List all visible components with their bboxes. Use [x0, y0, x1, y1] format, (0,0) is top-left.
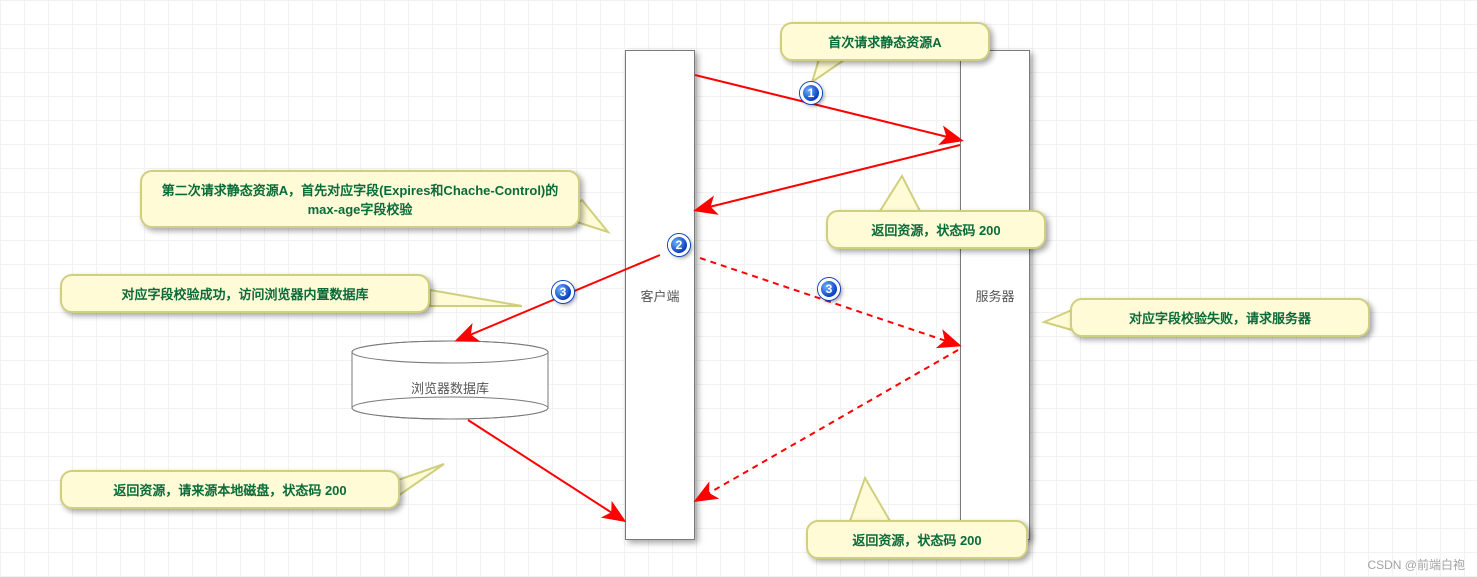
callout-text: 首次请求静态资源A	[828, 35, 941, 50]
callout-text: 第二次请求静态资源A，首先对应字段(Expires和Chache-Control…	[162, 183, 559, 217]
marker-2: 2	[668, 234, 690, 256]
callout-text: 对应字段校验成功，访问浏览器内置数据库	[121, 287, 368, 302]
callout-first-request: 首次请求静态资源A	[780, 22, 990, 61]
watermark: CSDN @前端白袍	[1367, 556, 1465, 573]
node-server-label: 服务器	[975, 286, 1014, 305]
node-client-label: 客户端	[640, 286, 679, 305]
node-server: 服务器	[960, 50, 1030, 540]
callout-validate-fail: 对应字段校验失败，请求服务器	[1070, 298, 1370, 337]
marker-label: 2	[676, 238, 683, 252]
node-db: 浏览器数据库	[350, 340, 550, 420]
marker-3b: 3	[818, 278, 840, 300]
callout-text: 返回资源，状态码 200	[852, 533, 981, 548]
callout-return-200-a: 返回资源，状态码 200	[826, 210, 1046, 249]
node-db-label: 浏览器数据库	[350, 378, 550, 397]
marker-1: 1	[800, 82, 822, 104]
marker-label: 3	[826, 282, 833, 296]
callout-return-200-b: 返回资源，状态码 200	[806, 520, 1028, 559]
marker-3a: 3	[552, 281, 574, 303]
callout-text: 对应字段校验失败，请求服务器	[1129, 311, 1311, 326]
node-client: 客户端	[625, 50, 695, 540]
callout-validate-success: 对应字段校验成功，访问浏览器内置数据库	[60, 274, 430, 313]
callout-text: 返回资源，状态码 200	[871, 223, 1000, 238]
diagram-canvas: 客户端 服务器 浏览器数据库	[0, 0, 1477, 577]
callout-return-disk: 返回资源，请来源本地磁盘，状态码 200	[60, 470, 400, 509]
callout-text: 返回资源，请来源本地磁盘，状态码 200	[113, 483, 346, 498]
callout-second-request: 第二次请求静态资源A，首先对应字段(Expires和Chache-Control…	[140, 170, 580, 228]
marker-label: 1	[808, 86, 815, 100]
marker-label: 3	[560, 285, 567, 299]
